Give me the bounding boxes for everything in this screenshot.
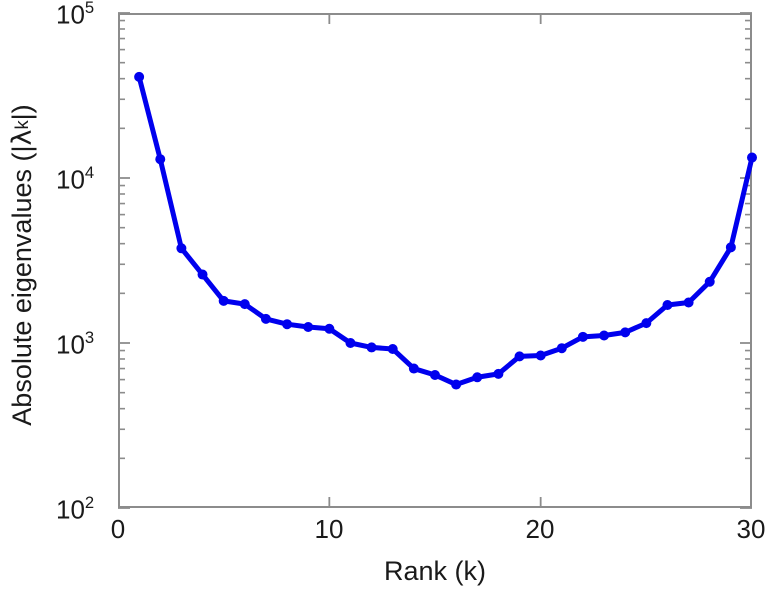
y-tick-mantissa: 10 [56, 329, 85, 360]
y-tick-mantissa: 10 [56, 0, 85, 30]
y-tick-label-1e2: 102 [56, 493, 95, 525]
plot-area [118, 13, 752, 508]
y-tick-label-1e5: 105 [56, 0, 94, 27]
y-axis-label-tail: |) [6, 104, 37, 121]
x-tick-label-30: 30 [736, 514, 766, 544]
y-tick-mantissa: 10 [56, 494, 85, 525]
x-tick-label-20: 20 [525, 514, 555, 544]
lambda-subscript: k [11, 120, 32, 130]
x-axis-label: Rank (k) [383, 556, 486, 586]
y-tick-mantissa: 10 [56, 164, 85, 195]
y-tick-label-1e4: 104 [56, 163, 95, 195]
y-tick-exponent: 5 [84, 0, 95, 17]
y-tick-exponent: 4 [84, 163, 95, 182]
lambda-symbol: λ [6, 129, 38, 146]
y-tick-exponent: 3 [84, 328, 95, 347]
y-axis-label: Absolute eigenvalues (| λ k |) [0, 0, 44, 530]
y-tick-label-1e3: 103 [56, 328, 95, 360]
x-tick-label-0: 0 [110, 514, 126, 544]
x-tick-label-10: 10 [314, 514, 344, 544]
y-tick-exponent: 2 [84, 493, 95, 512]
y-axis-label-text: Absolute eigenvalues (| [6, 145, 37, 426]
